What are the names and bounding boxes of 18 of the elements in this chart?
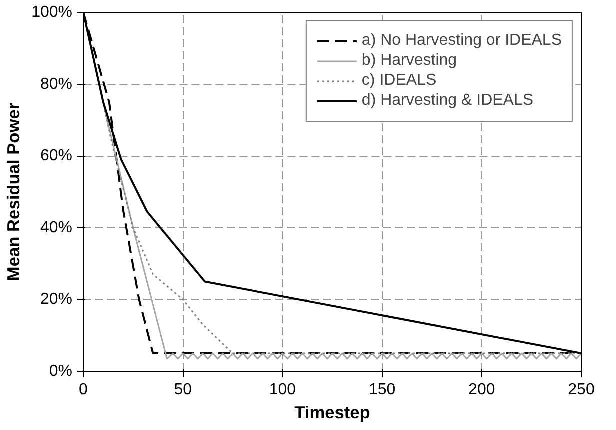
x-tick-label: 250 <box>568 382 595 398</box>
x-tick-label: 0 <box>79 382 88 398</box>
legend-label: b) Harvesting <box>362 52 458 70</box>
y-tick-label: 100% <box>32 4 72 21</box>
x-tick-label: 150 <box>368 382 396 398</box>
y-tick-label: 20% <box>40 291 73 308</box>
legend-label: c) IDEALS <box>362 72 437 90</box>
y-tick-label: 80% <box>40 76 73 93</box>
legend-label: d) Harvesting & IDEALS <box>362 92 534 110</box>
x-tick-label: 50 <box>174 382 192 398</box>
y-axis-title: Mean Residual Power <box>4 102 24 282</box>
x-tick-label: 100 <box>269 382 296 398</box>
y-tick-label: 0% <box>49 363 72 380</box>
y-tick-label: 60% <box>40 148 73 165</box>
legend-label: a) No Harvesting or IDEALS <box>362 32 562 50</box>
x-tick-label: 200 <box>468 382 496 398</box>
y-tick-label: 40% <box>40 219 73 236</box>
x-axis-title: Timestep <box>294 402 370 422</box>
